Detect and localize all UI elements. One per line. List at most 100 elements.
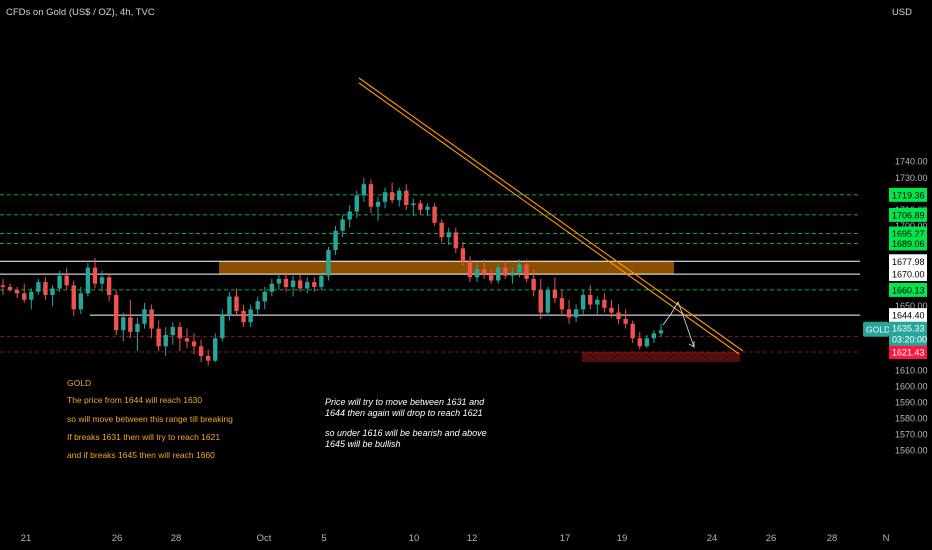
candle-body <box>658 330 664 334</box>
center-note-para-1: Price will try to move between 1631 and … <box>325 397 485 418</box>
candle-body <box>630 323 635 339</box>
candle-body <box>439 222 444 238</box>
candle-body <box>305 282 310 289</box>
candle-body <box>602 299 607 308</box>
price-level-badge-label-1: 1706.89 <box>892 210 925 220</box>
x-tick-label-0: 21 <box>21 533 32 544</box>
candle-body <box>319 275 324 287</box>
candle-body <box>644 338 650 347</box>
candle-body <box>580 294 586 310</box>
candle-body <box>609 307 614 313</box>
candle-body <box>340 219 345 231</box>
y-tick-label-17: 1570.00 <box>895 430 928 440</box>
candle-body <box>623 318 628 324</box>
trendline-lower <box>358 82 740 355</box>
candle-body <box>503 267 508 276</box>
x-tick-label-5: 10 <box>409 533 420 544</box>
note-line-4: If breaks 1631 then will try to reach 16… <box>67 432 221 442</box>
candle-body <box>510 272 515 276</box>
candle-body <box>573 309 579 318</box>
y-tick-label-13: 1610.00 <box>895 365 928 375</box>
candle-body <box>552 290 558 299</box>
candle-body <box>432 206 437 223</box>
candle-body <box>347 211 352 220</box>
price-level-badge-5 <box>889 267 927 282</box>
candle-body <box>637 338 642 347</box>
candle-body <box>163 335 168 347</box>
candle-body <box>446 232 451 238</box>
candle-body <box>99 277 105 284</box>
candle-body <box>191 341 197 347</box>
candle-body <box>489 274 494 281</box>
candle-body <box>213 338 218 361</box>
price-level-badge-7 <box>889 308 927 323</box>
candle-body <box>297 280 303 289</box>
candle-body <box>57 275 62 289</box>
candle-body <box>269 283 275 292</box>
candle-body <box>114 294 119 331</box>
currency-label: USD <box>891 7 912 18</box>
candle-body <box>382 192 388 202</box>
support-band <box>582 352 740 362</box>
note-line-5: and if breaks 1645 then will reach 1660 <box>67 450 215 460</box>
candle-body <box>418 203 423 210</box>
price-level-badge-1 <box>889 207 927 222</box>
candle-body <box>368 184 374 207</box>
symbol-badge-label: GOLD <box>866 325 890 335</box>
candle-body <box>559 298 565 310</box>
x-tick-label-6: 12 <box>467 533 478 544</box>
candle-body <box>496 267 501 281</box>
candle-body <box>121 317 126 331</box>
x-tick-label-1: 26 <box>112 533 123 544</box>
x-tick-label-12: N <box>883 533 890 544</box>
candle-body <box>198 346 204 356</box>
candle-body <box>389 192 395 201</box>
candle-body <box>276 278 282 284</box>
y-tick-label-4: 1700.00 <box>895 221 928 231</box>
candle-body <box>411 203 416 206</box>
price-level-badge-label-9: 1621.43 <box>892 348 925 358</box>
price-level-badge-label-2: 1695.27 <box>892 229 925 239</box>
x-tick-label-10: 26 <box>766 533 777 544</box>
candle-body <box>524 264 529 279</box>
candle-body <box>14 290 20 294</box>
symbol-badge <box>863 321 889 337</box>
candle-body <box>595 299 600 305</box>
candle-body <box>128 317 133 332</box>
x-tick-label-8: 19 <box>617 533 628 544</box>
candle-body <box>375 201 381 207</box>
current-price-value: 1635.33 <box>892 324 925 334</box>
candle-body <box>538 290 543 313</box>
candle-body <box>22 293 27 300</box>
candle-body <box>50 288 55 295</box>
candle-body <box>184 338 190 342</box>
candle-body <box>283 278 289 287</box>
candle-body <box>361 184 367 196</box>
candle-body <box>425 206 430 210</box>
chart-title: CFDs on Gold (US$ / OZ), 4h, TVC <box>6 7 155 18</box>
candle-body <box>354 195 359 212</box>
candle-body <box>205 355 211 361</box>
price-level-badge-4 <box>889 254 927 269</box>
candle-body <box>517 264 522 273</box>
candle-body <box>474 269 480 278</box>
y-tick-label-18: 1560.00 <box>895 446 928 456</box>
candle-body <box>616 312 621 319</box>
note-line-3: so will move between this range till bre… <box>67 414 233 424</box>
price-level-badge-label-6: 1660.13 <box>892 285 925 295</box>
candle-body <box>453 232 459 249</box>
price-level-badge-label-5: 1670.00 <box>892 270 925 280</box>
note-line-2: The price from 1644 will reach 1630 <box>67 395 203 405</box>
candle-body <box>467 261 473 278</box>
candle-body <box>404 190 409 206</box>
candle-body <box>29 291 34 300</box>
candle-body <box>36 282 41 292</box>
y-tick-label-1: 1730.00 <box>895 173 928 183</box>
y-tick-label-15: 1590.00 <box>895 397 928 407</box>
candle-body <box>170 327 175 336</box>
candle-body <box>262 291 267 302</box>
candle-body <box>333 230 338 250</box>
candle-body <box>241 310 246 323</box>
x-tick-label-9: 24 <box>707 533 718 544</box>
